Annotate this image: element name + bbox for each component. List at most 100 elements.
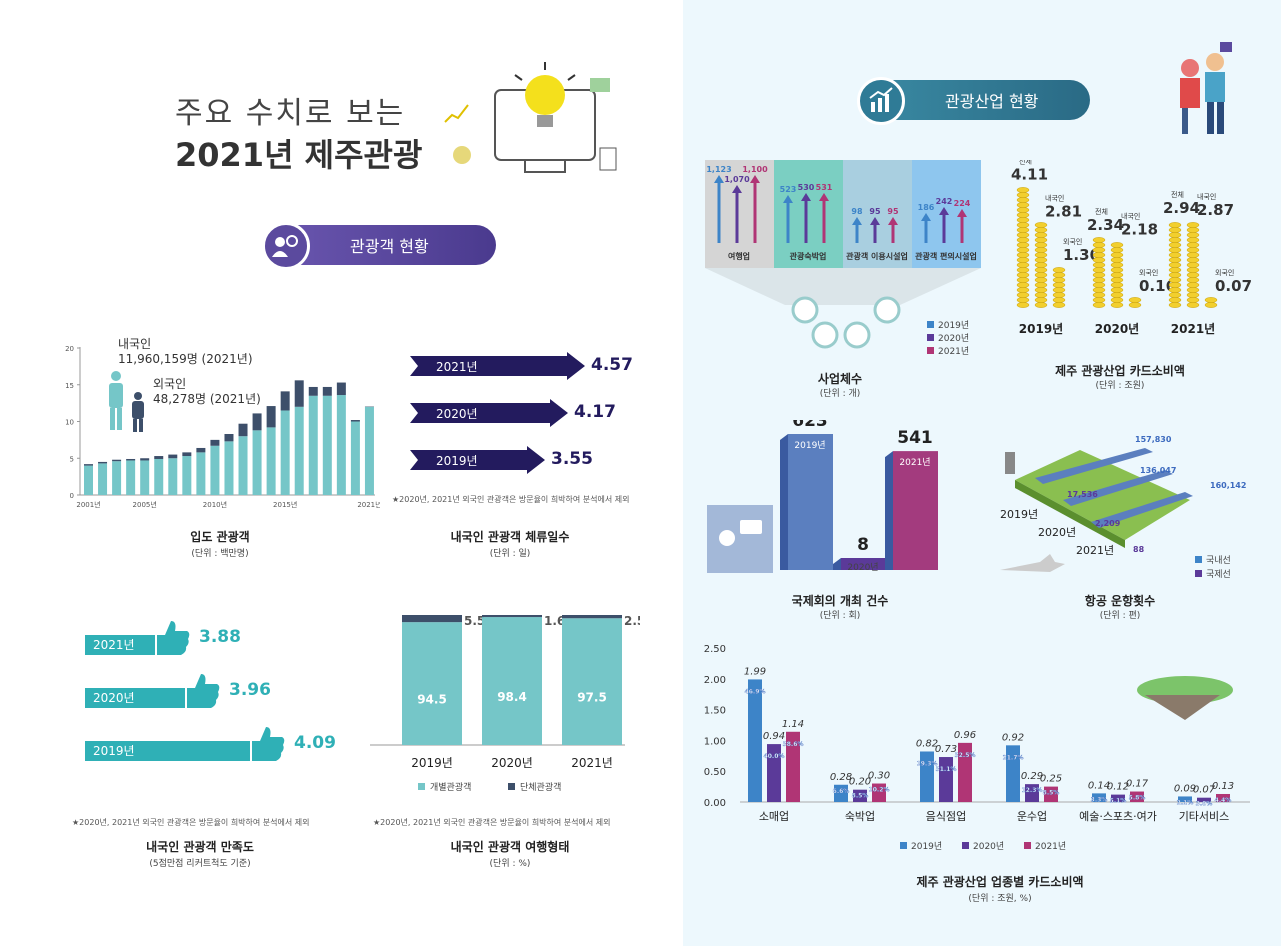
bar-foreign xyxy=(168,454,178,459)
bar-domestic xyxy=(112,461,122,495)
stay-arrow xyxy=(410,399,568,427)
industry-category: 숙박업 xyxy=(845,810,875,823)
stay-year: 2019년 xyxy=(436,454,478,468)
bar-foreign xyxy=(112,459,122,462)
industry-value: 0.20 xyxy=(849,777,871,788)
bar-domestic xyxy=(168,458,178,495)
satisfaction-chart: 2021년 3.88 2020년 3.96 2019년 4.09 xyxy=(85,615,355,775)
coin xyxy=(1016,207,1030,213)
air-unit: (단위 : 편) xyxy=(1099,611,1141,621)
conference-value: 541 xyxy=(897,428,933,448)
travel-individual-value: 98.4 xyxy=(497,690,527,704)
stay-arrow xyxy=(410,352,585,380)
travel-bar-individual xyxy=(562,618,622,745)
card-label: 4.11 xyxy=(1011,166,1048,184)
industry-pct: 31.1% xyxy=(936,766,957,773)
business-arrowhead xyxy=(750,175,760,183)
foreign-label: 외국인 xyxy=(153,377,187,391)
bar-foreign xyxy=(252,413,262,431)
travel-individual-value: 94.5 xyxy=(417,693,447,707)
industry-pct: 46.9% xyxy=(745,688,766,695)
business-arrowhead xyxy=(714,175,724,183)
industry-pct: 2.1% xyxy=(1177,799,1194,806)
coin xyxy=(1052,292,1066,298)
coin xyxy=(1034,257,1048,263)
coin xyxy=(1168,247,1182,253)
control-tower-icon xyxy=(1005,452,1015,474)
industry-value: 0.29 xyxy=(1021,771,1043,782)
business-value: 224 xyxy=(954,199,971,208)
business-value: 531 xyxy=(816,183,833,192)
industry-value: 0.09 xyxy=(1174,783,1196,794)
industry-chart: 0.00 0.50 1.00 1.50 2.00 2.50 1.99 46.9% 0.94 40.… xyxy=(704,644,1250,852)
industry-y-tick: 1.50 xyxy=(704,706,726,717)
card-label: 외국인 xyxy=(1063,237,1082,246)
coin xyxy=(1186,232,1200,238)
travel-individual-value: 97.5 xyxy=(577,691,607,705)
industry-bar xyxy=(1178,796,1192,802)
business-legend: 2021년 xyxy=(938,346,969,357)
coin xyxy=(1016,242,1030,248)
coin xyxy=(1186,237,1200,243)
coin xyxy=(1110,267,1124,273)
coin xyxy=(1168,292,1182,298)
travel-year: 2020년 xyxy=(491,756,533,770)
business-legend-swatch xyxy=(927,347,934,354)
coin xyxy=(1092,277,1106,283)
card-label: 1.30 xyxy=(1063,246,1100,264)
thumbs-shape xyxy=(157,621,190,655)
industry-pct: 8.5% xyxy=(852,793,869,800)
coin xyxy=(1168,287,1182,293)
air-intl-value: 2,209 xyxy=(1095,519,1121,528)
satisfaction-unit: (5점만점 리커트척도 기준) xyxy=(149,859,251,869)
industry-value: 0.25 xyxy=(1040,774,1062,785)
coin xyxy=(1168,302,1182,308)
air-domestic-value: 157,830 xyxy=(1135,435,1172,444)
business-value: 530 xyxy=(798,183,815,192)
conference-bar xyxy=(893,451,938,570)
coin xyxy=(1110,282,1124,288)
airplane-icon xyxy=(1000,554,1065,572)
coin xyxy=(1034,297,1048,303)
industry-value: 0.82 xyxy=(916,738,938,749)
card-label: 내국인 xyxy=(1121,212,1140,221)
industry-pct: 38.6% xyxy=(783,741,804,748)
conference-icon-bg xyxy=(707,505,773,573)
travel-group-value: 1.6 xyxy=(544,614,565,628)
business-value: 95 xyxy=(887,207,899,216)
business-unit: (단위 : 개) xyxy=(819,389,861,399)
legend-group: 단체관광객 xyxy=(520,781,561,793)
industry-bar xyxy=(958,742,972,802)
industry-bar xyxy=(786,731,800,802)
card-label: 0.07 xyxy=(1215,277,1252,295)
business-value: 242 xyxy=(936,197,953,206)
coin xyxy=(1016,292,1030,298)
business-legend: 2019년 xyxy=(938,320,969,331)
satisfaction-bar: 2019년 xyxy=(85,741,250,761)
stay-value: 4.57 xyxy=(591,355,633,375)
satisfaction-value: 3.88 xyxy=(199,627,241,647)
business-funnel xyxy=(705,268,981,305)
industry-bar xyxy=(1216,793,1230,802)
industry-pct: 3.3% xyxy=(1091,796,1108,803)
thumbs-shape xyxy=(252,727,285,761)
travel-group-value: 5.5 xyxy=(464,614,485,628)
industry-value: 1.14 xyxy=(782,719,804,730)
bar-domestic xyxy=(126,460,136,495)
bar-foreign xyxy=(98,461,108,464)
card-label: 외국인 xyxy=(1215,268,1234,277)
coin xyxy=(1052,277,1066,283)
card-label: 2.18 xyxy=(1121,221,1158,239)
travel-bar-group xyxy=(482,615,542,618)
travel-chart: 94.5 5.5 2019년 98.4 1.6 2020년 97.5 2.5 2021년개별관광… xyxy=(370,614,640,793)
coin xyxy=(1092,287,1106,293)
coin xyxy=(1034,247,1048,253)
domestic-value: 11,960,159명 (2021년) xyxy=(118,352,253,366)
business-arrowhead xyxy=(732,185,742,193)
air-caption: 항공 운항횟수 xyxy=(1084,594,1156,608)
business-node-icon xyxy=(791,296,819,324)
coin xyxy=(1168,267,1182,273)
coin xyxy=(1092,297,1106,303)
industry-value: 0.14 xyxy=(1088,780,1110,791)
legend-individual: 개별관광객 xyxy=(430,781,471,793)
